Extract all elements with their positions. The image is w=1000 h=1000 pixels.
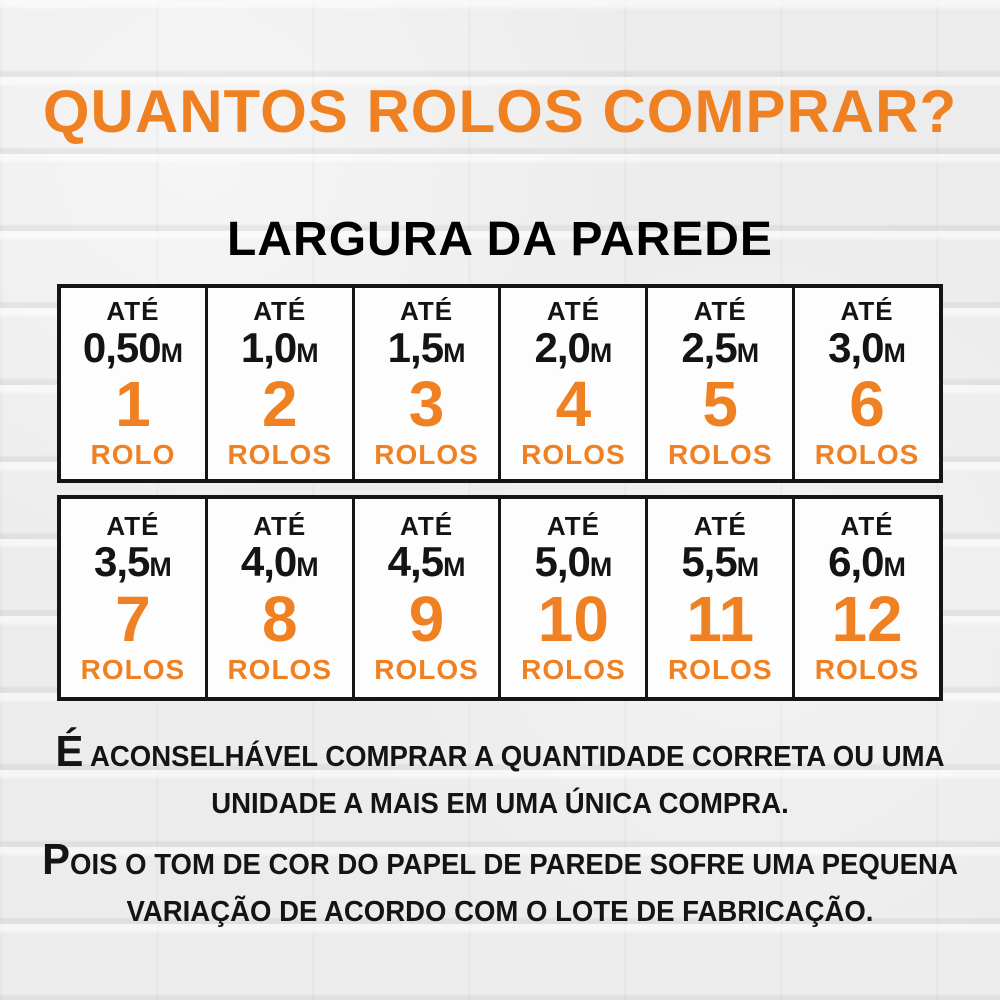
roll-label: ROLOS <box>374 653 479 685</box>
roll-count: 5 <box>702 368 739 441</box>
wall-width-value: 6,0m <box>828 538 906 586</box>
batch-variation-note: POIS O TOM DE COR DO PAPEL DE PAREDE SOF… <box>25 836 975 936</box>
up-to-label: ATÉ <box>693 510 747 541</box>
meters-unit: m <box>883 337 906 368</box>
roll-count: 9 <box>408 582 445 655</box>
rolls-table-row-1: ATÉ 0,50m 1 ROLO ATÉ 1,0m 2 ROLOS ATÉ 1,… <box>57 284 943 483</box>
page-title: QUANTOS ROLOS COMPRAR? <box>42 78 958 145</box>
roll-count: 12 <box>831 582 903 655</box>
up-to-label: ATÉ <box>400 510 454 541</box>
roll-label: ROLOS <box>667 439 773 471</box>
advice-note-lead-letter: É <box>55 727 84 776</box>
roll-label: ROLOS <box>227 653 333 685</box>
roll-count: 3 <box>408 368 445 441</box>
wall-width-value: 0,50m <box>82 323 183 371</box>
advice-note-line-2: UNIDADE A MAIS EM UMA ÚNICA COMPRA. <box>211 788 789 820</box>
meters-unit: m <box>443 337 466 368</box>
table-cell: ATÉ 2,5m 5 ROLOS <box>648 288 796 479</box>
roll-count: 6 <box>849 368 885 441</box>
table-cell: ATÉ 3,5m 7 ROLOS <box>61 499 208 697</box>
roll-label: ROLOS <box>814 439 920 471</box>
batch-note-lead-letter: P <box>42 835 71 884</box>
meters-unit: m <box>883 552 906 583</box>
up-to-label: ATÉ <box>106 296 160 327</box>
roll-count: 10 <box>537 582 609 655</box>
roll-count: 4 <box>555 368 592 441</box>
batch-note-line-1: POIS O TOM DE COR DO PAPEL DE PAREDE SOF… <box>42 835 958 884</box>
roll-count: 8 <box>261 582 298 655</box>
advice-note-line-1: É ACONSELHÁVEL COMPRAR A QUANTIDADE CORR… <box>55 727 945 776</box>
table-cell: ATÉ 3,0m 6 ROLOS <box>795 288 939 479</box>
roll-count: 1 <box>115 368 151 441</box>
meters-unit: m <box>736 552 760 583</box>
table-cell: ATÉ 4,0m 8 ROLOS <box>207 499 355 697</box>
up-to-label: ATÉ <box>693 296 747 327</box>
meters-unit: m <box>589 337 613 368</box>
wall-width-value: 4,5m <box>387 538 466 586</box>
table-cell: ATÉ 4,5m 9 ROLOS <box>354 499 502 697</box>
meters-unit: m <box>160 337 183 368</box>
wall-width-heading: LARGURA DA PAREDE <box>227 213 773 266</box>
table-cell: ATÉ 5,5m 11 ROLOS <box>648 499 796 697</box>
up-to-label: ATÉ <box>253 296 307 327</box>
up-to-label: ATÉ <box>840 510 894 541</box>
up-to-label: ATÉ <box>546 510 600 541</box>
up-to-label: ATÉ <box>106 510 160 541</box>
wall-width-value: 3,0m <box>828 323 906 371</box>
roll-label: ROLOS <box>814 653 920 685</box>
roll-count: 11 <box>686 582 755 655</box>
up-to-label: ATÉ <box>253 510 307 541</box>
meters-unit: m <box>443 552 466 583</box>
roll-count: 7 <box>115 582 151 655</box>
meters-unit: m <box>589 552 613 583</box>
roll-label: ROLOS <box>521 653 626 685</box>
meters-unit: m <box>149 552 172 583</box>
wall-width-value: 3,5m <box>94 538 172 586</box>
wall-width-value: 5,0m <box>534 538 613 586</box>
table-cell: ATÉ 6,0m 12 ROLOS <box>795 499 939 697</box>
up-to-label: ATÉ <box>840 296 894 327</box>
up-to-label: ATÉ <box>400 296 454 327</box>
wall-width-value: 4,0m <box>240 538 319 586</box>
wall-width-value: 2,5m <box>681 323 760 371</box>
roll-count: 2 <box>261 368 298 441</box>
table-cell: ATÉ 5,0m 10 ROLOS <box>501 499 649 697</box>
table-cell: ATÉ 1,0m 2 ROLOS <box>207 288 355 479</box>
rolls-table-row-2: ATÉ 3,5m 7 ROLOS ATÉ 4,0m 8 ROLOS ATÉ 4,… <box>57 495 943 701</box>
roll-label: ROLO <box>90 439 176 471</box>
roll-label: ROLOS <box>80 653 186 685</box>
table-cell: ATÉ 2,0m 4 ROLOS <box>501 288 649 479</box>
table-cell: ATÉ 1,5m 3 ROLOS <box>354 288 502 479</box>
wall-width-value: 1,0m <box>240 323 319 371</box>
advice-note: É ACONSELHÁVEL COMPRAR A QUANTIDADE CORR… <box>25 728 975 828</box>
wall-width-value: 1,5m <box>387 323 466 371</box>
wall-width-value: 2,0m <box>534 323 613 371</box>
batch-note-line-2: VARIAÇÃO DE ACORDO COM O LOTE DE FABRICA… <box>126 896 874 928</box>
meters-unit: m <box>296 337 319 368</box>
meters-unit: m <box>736 337 760 368</box>
roll-label: ROLOS <box>227 439 333 471</box>
roll-label: ROLOS <box>521 439 626 471</box>
wall-width-value: 5,5m <box>681 538 760 586</box>
up-to-label: ATÉ <box>546 296 600 327</box>
meters-unit: m <box>296 552 319 583</box>
table-cell: ATÉ 0,50m 1 ROLO <box>61 288 208 479</box>
roll-label: ROLOS <box>667 653 773 685</box>
roll-label: ROLOS <box>374 439 479 471</box>
